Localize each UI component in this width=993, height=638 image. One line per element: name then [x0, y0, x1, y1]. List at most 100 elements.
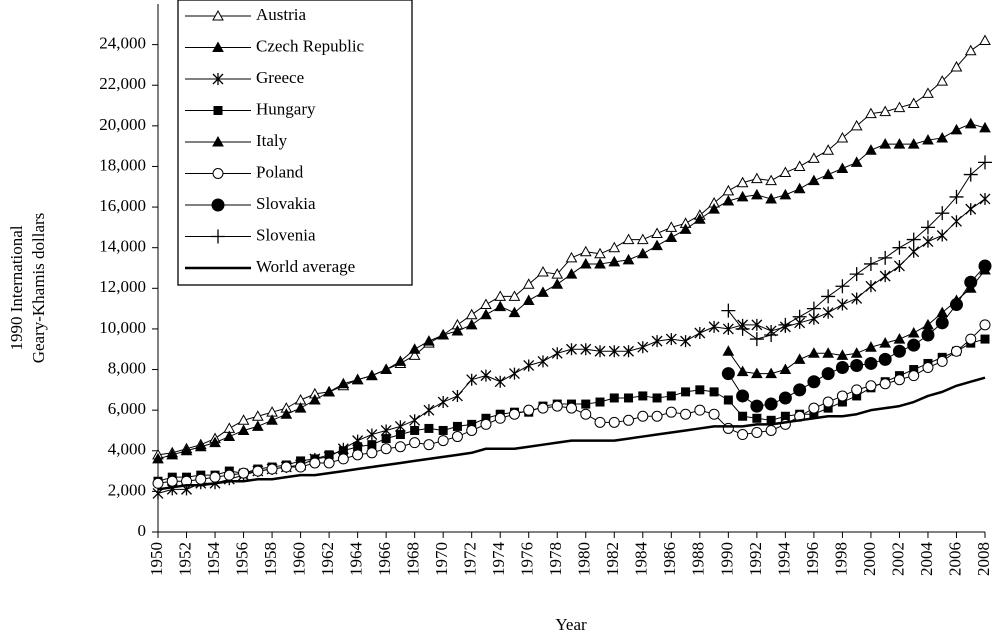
marker: [423, 404, 435, 417]
marker: [251, 420, 264, 431]
marker: [494, 290, 507, 301]
marker: [636, 247, 649, 259]
marker: [835, 361, 849, 375]
x-tick-label: 1970: [432, 542, 451, 576]
marker: [252, 465, 264, 477]
y-axis-label: Geary-Khamis dollars: [29, 213, 48, 364]
marker: [565, 268, 578, 279]
marker: [608, 241, 621, 253]
marker: [212, 73, 224, 85]
marker: [792, 309, 807, 324]
marker: [879, 138, 892, 149]
marker: [893, 101, 906, 113]
marker: [808, 152, 820, 163]
x-tick-label: 1968: [404, 542, 423, 576]
marker: [936, 132, 949, 143]
x-tick-label: 1962: [318, 542, 337, 576]
marker: [793, 383, 807, 397]
marker: [180, 444, 193, 456]
marker: [893, 333, 906, 344]
marker: [695, 385, 705, 395]
marker: [723, 395, 733, 405]
marker: [437, 396, 449, 409]
marker: [722, 422, 734, 434]
marker: [522, 294, 535, 305]
marker: [851, 384, 863, 396]
marker: [865, 107, 877, 119]
marker: [736, 190, 749, 202]
marker: [922, 362, 934, 374]
marker: [892, 240, 907, 255]
marker: [537, 286, 549, 297]
marker: [978, 155, 992, 170]
marker: [152, 477, 164, 489]
marker: [907, 97, 920, 109]
marker: [836, 349, 849, 360]
marker: [408, 349, 421, 360]
marker: [537, 355, 549, 368]
marker: [835, 279, 850, 294]
marker: [338, 446, 348, 456]
marker: [736, 389, 750, 403]
marker: [451, 324, 464, 336]
marker: [481, 413, 491, 423]
marker: [721, 367, 735, 381]
marker: [907, 138, 920, 149]
marker: [879, 270, 891, 283]
marker: [936, 229, 948, 242]
marker: [906, 232, 921, 247]
x-tick-label: 1950: [147, 542, 166, 576]
marker: [452, 421, 462, 431]
marker: [681, 387, 691, 397]
marker: [467, 419, 477, 429]
marker: [294, 402, 307, 413]
marker: [893, 374, 905, 386]
marker: [708, 203, 720, 214]
marker: [837, 397, 847, 407]
marker: [765, 192, 777, 204]
marker: [751, 172, 763, 184]
marker: [465, 308, 478, 320]
y-tick-label: 0: [138, 521, 147, 540]
marker: [979, 121, 991, 133]
marker: [680, 335, 692, 348]
marker: [537, 266, 549, 277]
marker: [963, 167, 978, 182]
marker: [323, 457, 335, 469]
y-tick-label: 4,000: [108, 440, 146, 459]
marker: [850, 119, 863, 131]
marker: [863, 256, 878, 271]
marker: [908, 245, 920, 258]
y-tick-label: 22,000: [99, 74, 146, 93]
marker: [565, 251, 578, 263]
marker: [922, 235, 934, 248]
legend: Austria Czech Republic Greece Hungary Italy P…: [177, 0, 413, 286]
x-tick-label: 1976: [518, 542, 537, 576]
marker: [367, 440, 377, 450]
marker: [793, 182, 806, 194]
marker: [480, 369, 492, 382]
marker: [764, 328, 779, 343]
marker: [920, 220, 935, 235]
marker: [694, 326, 706, 339]
marker: [266, 414, 278, 425]
marker: [651, 227, 663, 238]
series-line: [157, 376, 986, 491]
marker: [166, 448, 179, 460]
marker: [237, 414, 250, 425]
marker: [822, 144, 835, 155]
marker: [965, 203, 977, 216]
marker: [864, 356, 878, 370]
marker: [237, 424, 250, 435]
y-tick-label: 20,000: [99, 115, 146, 134]
marker: [737, 429, 749, 441]
x-axis-label: Year: [555, 615, 587, 634]
y-tick-label: 8,000: [108, 358, 146, 377]
marker: [651, 239, 663, 251]
marker: [893, 259, 905, 272]
marker: [907, 338, 921, 352]
marker: [238, 467, 250, 479]
marker: [608, 345, 620, 358]
marker: [907, 326, 920, 338]
